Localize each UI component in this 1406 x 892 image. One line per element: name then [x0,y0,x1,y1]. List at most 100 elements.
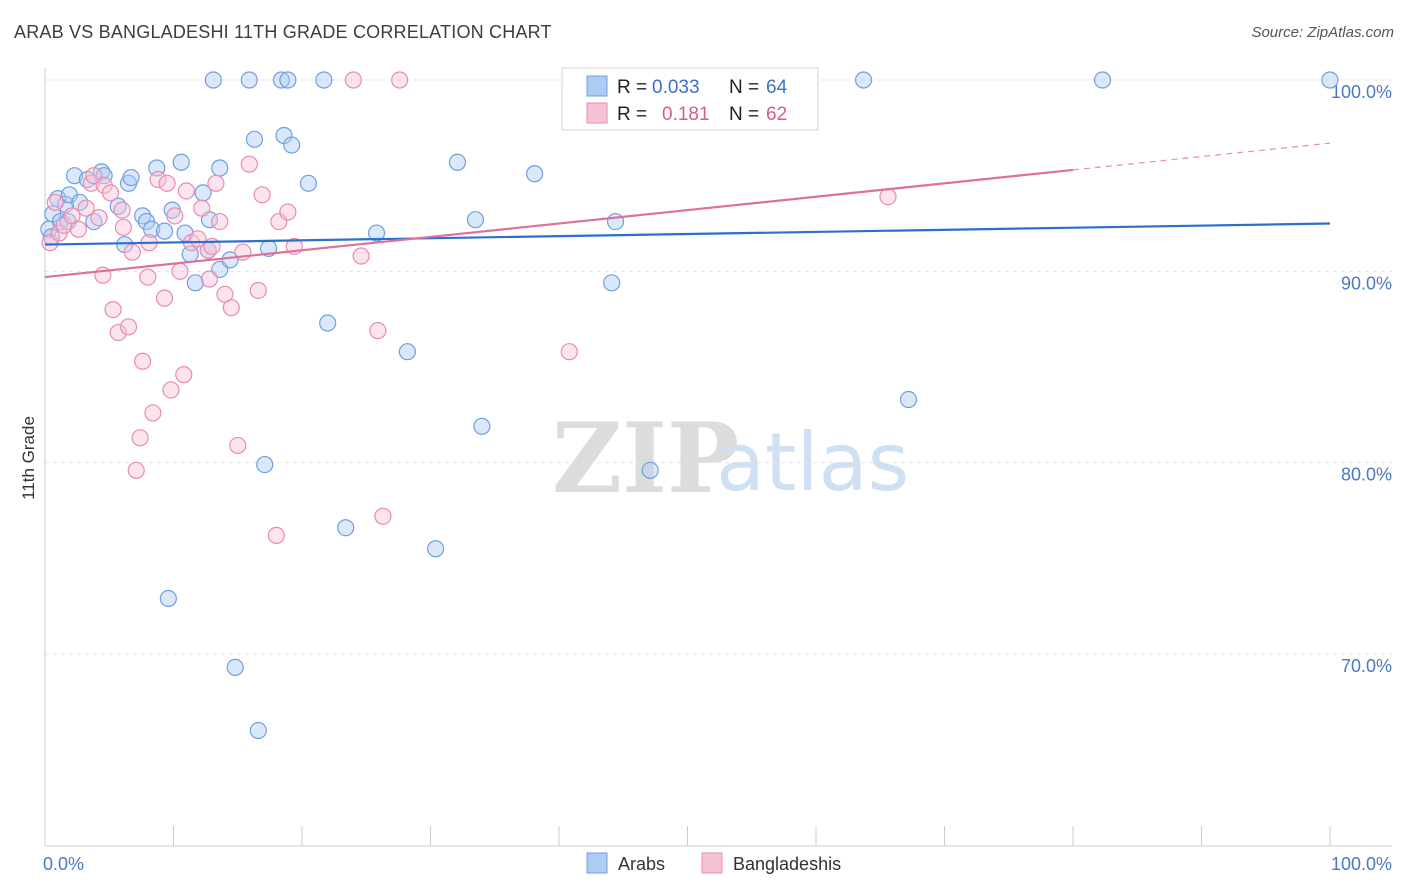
arab-point-56 [641,461,659,479]
arab-point-54 [603,274,621,292]
arab-point-22 [172,153,190,171]
arab-point-51 [466,211,485,229]
arab-point-18 [143,220,161,238]
bangladeshi-point-19 [127,461,145,479]
bangladeshi-point-56 [391,71,409,89]
arab-point-33 [226,658,244,676]
bangladeshi-point-16 [114,218,132,236]
arab-point-45 [319,314,337,332]
bangladeshi-point-1 [46,193,64,212]
arab-point-35 [245,130,264,148]
arab-point-57 [854,71,873,89]
x-tick-label-1: 100.0% [1331,854,1392,874]
bangladeshi-point-14 [109,323,127,342]
arab-point-25 [186,274,204,292]
arab-point-6 [65,167,84,185]
legend-swatch-bangladeshis [586,102,608,124]
y-tick-label-0: 70.0% [1341,656,1392,676]
legend-r-value-arabs: 0.033 [652,77,700,98]
bangladeshi-point-25 [149,170,167,189]
bottom-legend-label-bangladeshis: Bangladeshis [733,854,841,874]
watermark: ZIP atlas [552,402,909,515]
legend-r-label-arabs: R = [617,77,647,98]
bangladeshi-point-57 [560,343,578,361]
bangladeshi-point-53 [352,247,370,265]
arab-point-48 [398,343,416,361]
bangladeshi-point-17 [119,318,138,336]
arab-point-15 [122,168,140,187]
legend: R = 0.033 N = 64 R = 0.181 N = 62 [561,67,819,131]
bangladeshi-point-55 [374,507,392,525]
arab-point-53 [525,165,544,183]
bangladeshi-point-47 [253,186,271,204]
arab-point-58 [899,390,918,409]
arab-point-31 [211,159,229,177]
bangladeshi-point-48 [267,526,285,544]
bangladeshi-point-43 [229,436,247,455]
bangladeshi-point-30 [171,262,189,280]
y-tick-label-1: 80.0% [1341,465,1392,485]
bangladeshi-point-9 [90,209,108,227]
bangladeshi-point-31 [175,366,193,384]
arab-point-20 [155,222,174,240]
trend-lines [44,142,1331,279]
y-axis-label: 11th Grade [19,416,38,500]
y-tick-labels: 70.0% 80.0% 90.0% 100.0% [1331,82,1392,676]
bottom-legend-label-arabs: Arabs [618,854,665,874]
arab-point-42 [283,136,301,154]
bangladeshi-point-52 [344,71,362,89]
bangladeshi-point-24 [144,404,162,422]
trend-line-arabs [44,222,1331,246]
arab-point-39 [272,71,291,89]
chart-title: ARAB VS BANGLADESHI 11TH GRADE CORRELATI… [14,22,552,42]
bangladeshi-point-22 [139,268,157,286]
arab-point-29 [204,71,222,89]
legend-swatch-arabs [586,75,608,97]
legend-n-value-bangladeshis: 62 [766,104,787,125]
y-tick-label-2: 90.0% [1341,273,1392,293]
bottom-legend-swatch-bangladeshis [701,852,723,874]
bangladeshi-point-29 [166,207,184,225]
legend-r-label-bangladeshis: R = [617,104,647,125]
arab-point-60 [1321,71,1339,89]
bangladeshi-point-13 [104,301,122,319]
arab-point-43 [299,174,318,192]
bangladeshi-point-20 [131,429,149,447]
legend-n-label-bangladeshis: N = [729,104,759,125]
bangladeshi-point-61 [879,188,897,206]
trend-line-bangladeshis [44,168,1074,279]
arab-point-59 [1093,71,1112,89]
bangladeshi-point-18 [123,243,141,261]
legend-r-value-bangladeshis: 0.181 [662,104,710,125]
bangladeshi-point-5 [69,220,88,238]
bangladeshi-point-26 [155,289,174,307]
x-tick-labels: 0.0% 100.0% [43,854,1392,874]
axes [44,68,1392,847]
bangladeshi-point-40 [211,212,229,231]
watermark-zip: ZIP [552,402,739,515]
bangladeshi-point-6 [77,199,95,217]
arab-point-7 [71,193,89,212]
source-label: Source: ZipAtlas.com [1251,24,1394,41]
arab-point-32 [221,251,239,269]
bangladeshi-point-32 [177,182,195,200]
bangladeshi-point-50 [279,203,297,221]
arab-point-46 [337,519,355,537]
bangladeshi-point-54 [369,322,387,340]
bangladeshi-point-37 [200,270,219,288]
arab-point-41 [279,71,297,89]
bangladeshi-point-46 [249,281,267,300]
bangladeshi-point-39 [207,174,225,192]
bottom-legend: Arabs Bangladeshis [586,852,841,874]
y-tick-label-3: 100.0% [1331,82,1392,102]
arab-point-49 [427,540,445,558]
legend-n-label-arabs: N = [729,77,759,98]
arab-point-37 [256,455,274,474]
arab-point-50 [448,153,467,171]
arab-point-36 [249,721,267,740]
arab-point-34 [240,71,258,89]
arab-point-47 [367,224,386,242]
legend-n-value-arabs: 64 [766,77,788,98]
bangladeshi-point-42 [222,299,240,317]
